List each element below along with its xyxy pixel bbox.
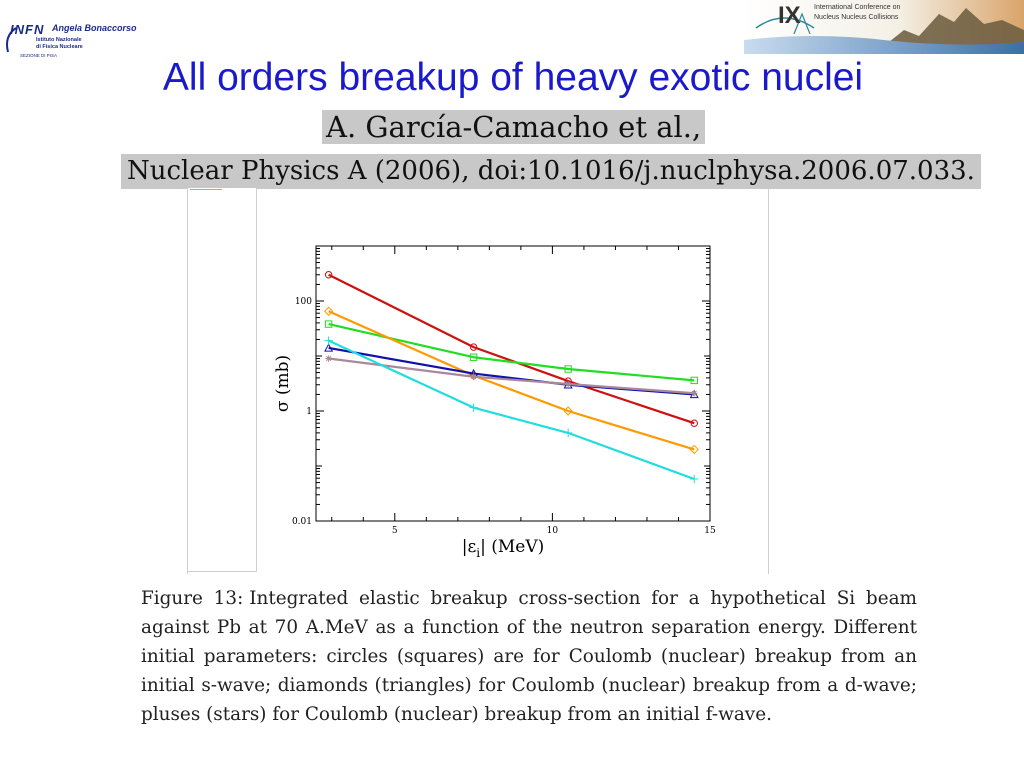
marker-square — [469, 353, 478, 361]
series-line-star — [328, 357, 695, 395]
infn-institute-line1: Istituto Nazionale — [36, 37, 82, 43]
caption-text: Integrated elastic breakup cross-section… — [141, 588, 917, 725]
marker-circle — [324, 271, 333, 279]
series-circle — [324, 271, 698, 427]
marker-plus — [690, 474, 699, 484]
figure-caption: Figure 13: Integrated elastic breakup cro… — [141, 584, 917, 729]
infn-institute-line2: di Fisica Nucleare — [36, 44, 83, 50]
marker-star — [325, 355, 332, 362]
infn-section: SEZIONE DI PISA — [20, 53, 58, 58]
y-tick-label: 0.01 — [292, 517, 312, 527]
slide-title: All orders breakup of heavy exotic nucle… — [0, 56, 1024, 100]
figure-side-strip — [187, 188, 257, 572]
series-line-square — [328, 323, 695, 382]
marker-diamond — [563, 406, 573, 416]
y-axis-label: σ (mb) — [273, 355, 293, 412]
series-line-triangle — [328, 346, 695, 396]
caption-label: Figure 13: — [141, 588, 244, 609]
marker-triangle — [324, 343, 334, 352]
citation-journal: Nuclear Physics A (2006), doi:10.1016/j.… — [121, 154, 981, 189]
conference-name-line2: Nucleus Nucleus Collisions — [814, 14, 899, 21]
x-tick-label: 5 — [392, 526, 398, 536]
x-tick-label: 10 — [547, 526, 559, 536]
conference-logo — [744, 0, 1024, 54]
plot-labels: 5 10 15 0.01 1 100 σ (mb) |εi| (MeV) — [273, 297, 716, 560]
x-axis-label-main: |ε — [462, 537, 477, 557]
series-star — [325, 355, 698, 397]
conference-name-line1: International Conference on — [814, 4, 901, 11]
marker-star — [470, 373, 477, 380]
marker-plus — [563, 428, 573, 438]
series-line-diamond — [328, 310, 695, 451]
marker-star — [564, 380, 572, 388]
figure-strip-mark — [190, 189, 222, 190]
infn-brand: INFN — [10, 22, 45, 37]
marker-square — [690, 376, 698, 385]
marker-square — [324, 320, 333, 328]
cross-section-chart: 5 10 15 0.01 1 100 σ (mb) |εi| (MeV) — [273, 245, 716, 560]
author-name: Angela Bonaccorso — [52, 23, 137, 33]
marker-square — [564, 365, 572, 373]
series-line-plus — [328, 339, 695, 481]
y-tick-label: 100 — [295, 297, 312, 307]
conference-numeral: IX — [778, 2, 801, 29]
series-square — [324, 320, 698, 385]
x-tick-label: 15 — [704, 526, 716, 536]
infn-arc-icon — [6, 27, 17, 53]
marker-plus — [324, 336, 333, 345]
y-tick-label: 1 — [306, 407, 312, 417]
series-line-circle — [328, 273, 695, 425]
marker-diamond — [689, 444, 699, 455]
slide-title-text: All orders breakup of heavy exotic nucle… — [162, 56, 864, 99]
marker-circle — [690, 419, 698, 427]
plot-frame — [315, 245, 711, 522]
marker-diamond — [323, 306, 334, 316]
x-axis-label-unit: | (MeV) — [480, 537, 544, 557]
plot-axes — [315, 245, 711, 522]
series-plus — [324, 336, 699, 484]
plot-series — [323, 271, 699, 484]
x-axis-label: |εi| (MeV) — [462, 537, 545, 560]
marker-plus — [469, 403, 478, 412]
citation-authors: A. García-Camacho et al., — [322, 110, 706, 144]
marker-star — [691, 390, 698, 397]
x-axis-label-subscript: i — [476, 546, 480, 560]
marker-circle — [469, 343, 478, 351]
